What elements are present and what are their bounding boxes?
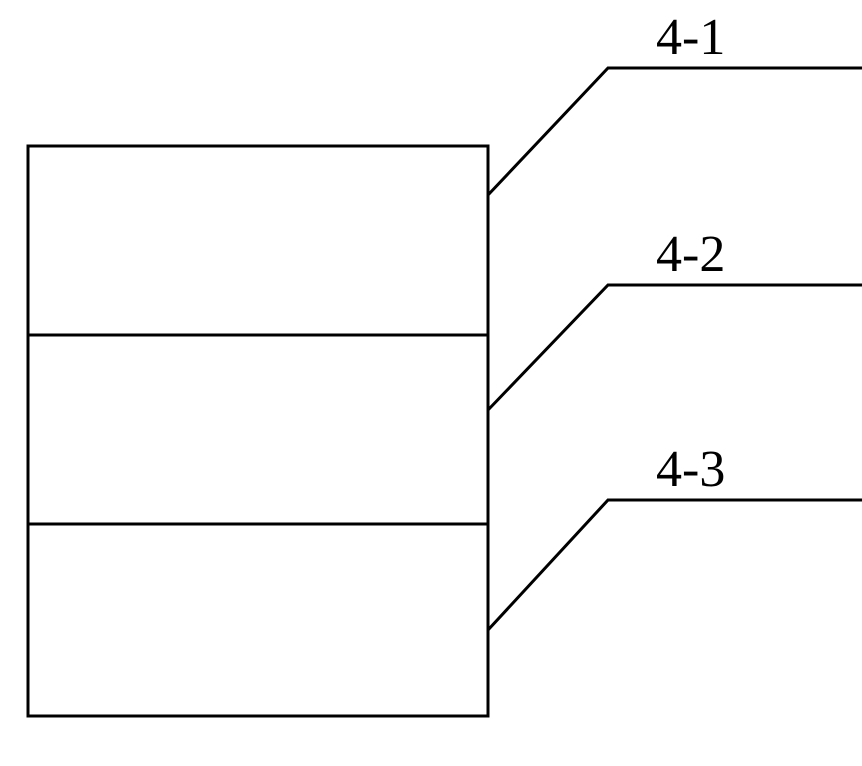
- leader-4-2: [488, 285, 862, 410]
- stack-outline: [28, 146, 488, 716]
- leader-4-3-label: 4-3: [656, 441, 725, 498]
- leader-4-2-label: 4-2: [656, 226, 725, 283]
- leader-4-1: [488, 68, 862, 195]
- leader-4-3: [488, 500, 862, 630]
- diagram-canvas: 4-1 4-2 4-3: [0, 0, 862, 766]
- leader-4-1-label: 4-1: [656, 9, 725, 66]
